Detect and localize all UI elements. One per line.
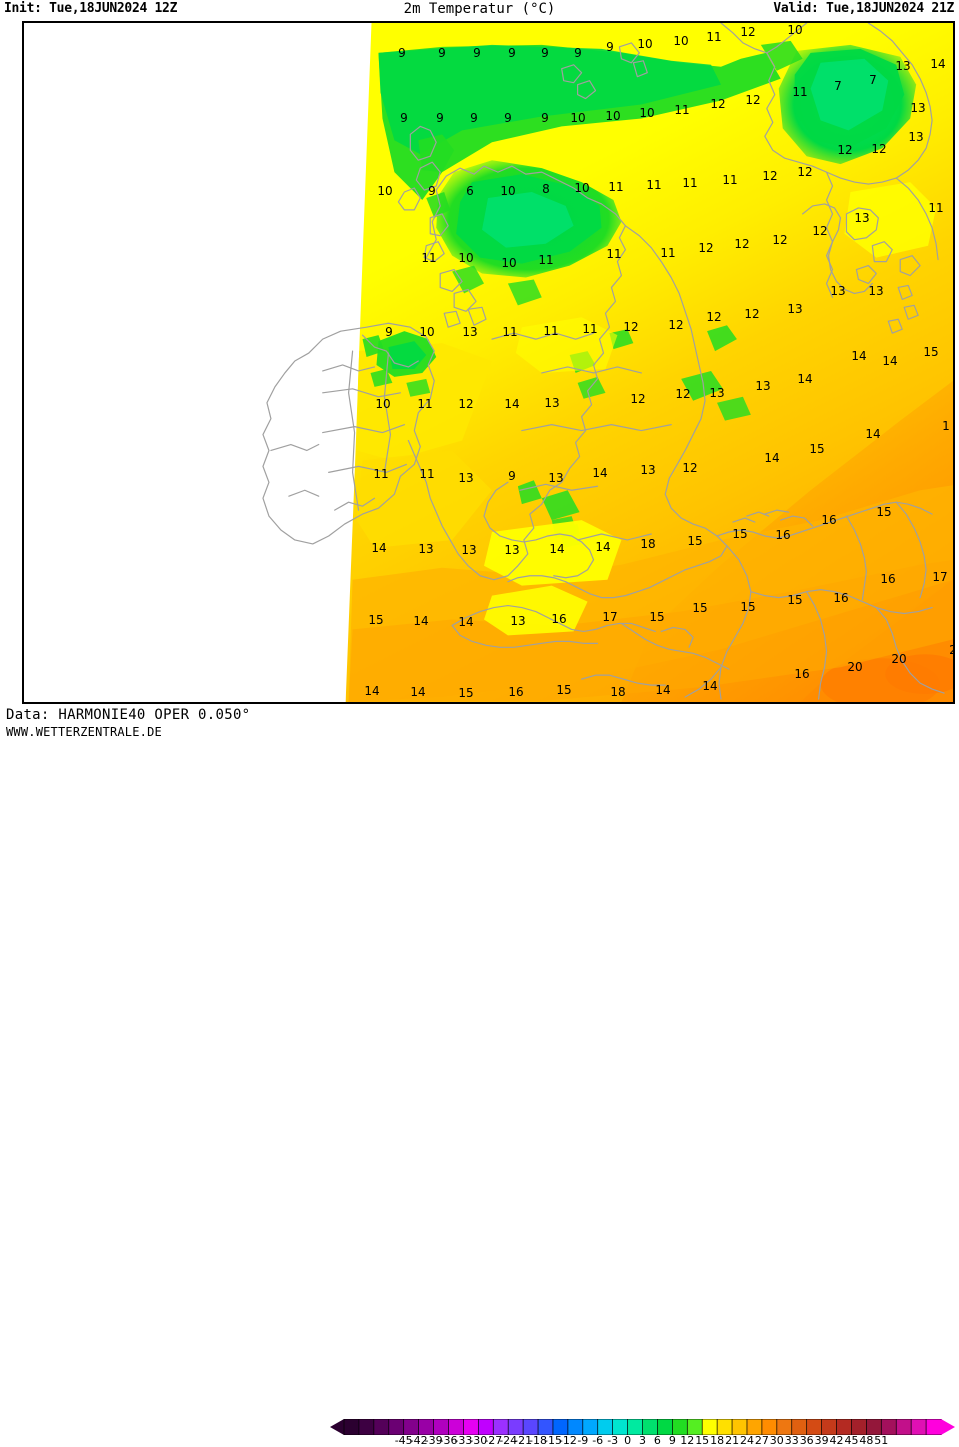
colorbar-tick: 51 (874, 1434, 889, 1447)
page-title: 2m Temperatur (°C) (403, 1, 556, 17)
colorbar-tick: 3 (639, 1434, 646, 1447)
colorbar-tick: 30 (769, 1434, 784, 1447)
colorbar-tick: -9 (577, 1434, 589, 1447)
init-time-label: Init: Tue,18JUN2024 12Z (4, 1, 178, 16)
weather-map-panel[interactable]: 9 9 9 9 9 9 9 10 10 11 12 10 13 14 11 7 7 13 9 9 9 9 9 10 10 10 11… (22, 21, 955, 704)
temperature-field-canvas (24, 23, 953, 702)
colorbar-tick: 9 (668, 1434, 676, 1447)
colorbar-tick: -12 (558, 1434, 577, 1447)
colorbar-tick: -3 (607, 1434, 619, 1447)
colorbar-tick: 45 (844, 1434, 859, 1447)
colorbar-tick: 42 (829, 1434, 844, 1447)
colorbar-tick: -6 (592, 1434, 604, 1447)
header-bar: Init: Tue,18JUN2024 12Z 2m Temperatur (°… (0, 0, 959, 20)
valid-time-label: Valid: Tue,18JUN2024 21Z (773, 1, 954, 16)
colorbar-tick: 36 (799, 1434, 814, 1447)
colorbar-swatches (330, 1419, 955, 1435)
colorbar-tick: 27 (754, 1434, 769, 1447)
colorbar-tick: 24 (740, 1434, 754, 1447)
temperature-colorbar[interactable]: -45 -42 -39 -36 -33 -30 -27 -24 -21 -18 -15 -12 -9 -6… (330, 1419, 955, 1447)
data-source-label: Data: HARMONIE40 OPER 0.050° (6, 707, 251, 723)
colorbar-tick: 15 (695, 1434, 710, 1447)
colorbar-tick: 12 (680, 1434, 695, 1447)
colorbar-tick: 21 (725, 1434, 740, 1447)
colorbar-tick: 33 (784, 1434, 799, 1447)
colorbar-tick: 6 (653, 1434, 661, 1447)
colorbar-tick: 39 (814, 1434, 829, 1447)
footer-bar: Data: HARMONIE40 OPER 0.050° WWW.WETTERZ… (0, 705, 959, 1447)
colorbar-tick: 48 (859, 1434, 874, 1447)
colorbar-tick: 18 (710, 1434, 725, 1447)
colorbar-tick: 0 (624, 1434, 632, 1447)
website-label: WWW.WETTERZENTRALE.DE (6, 725, 162, 739)
